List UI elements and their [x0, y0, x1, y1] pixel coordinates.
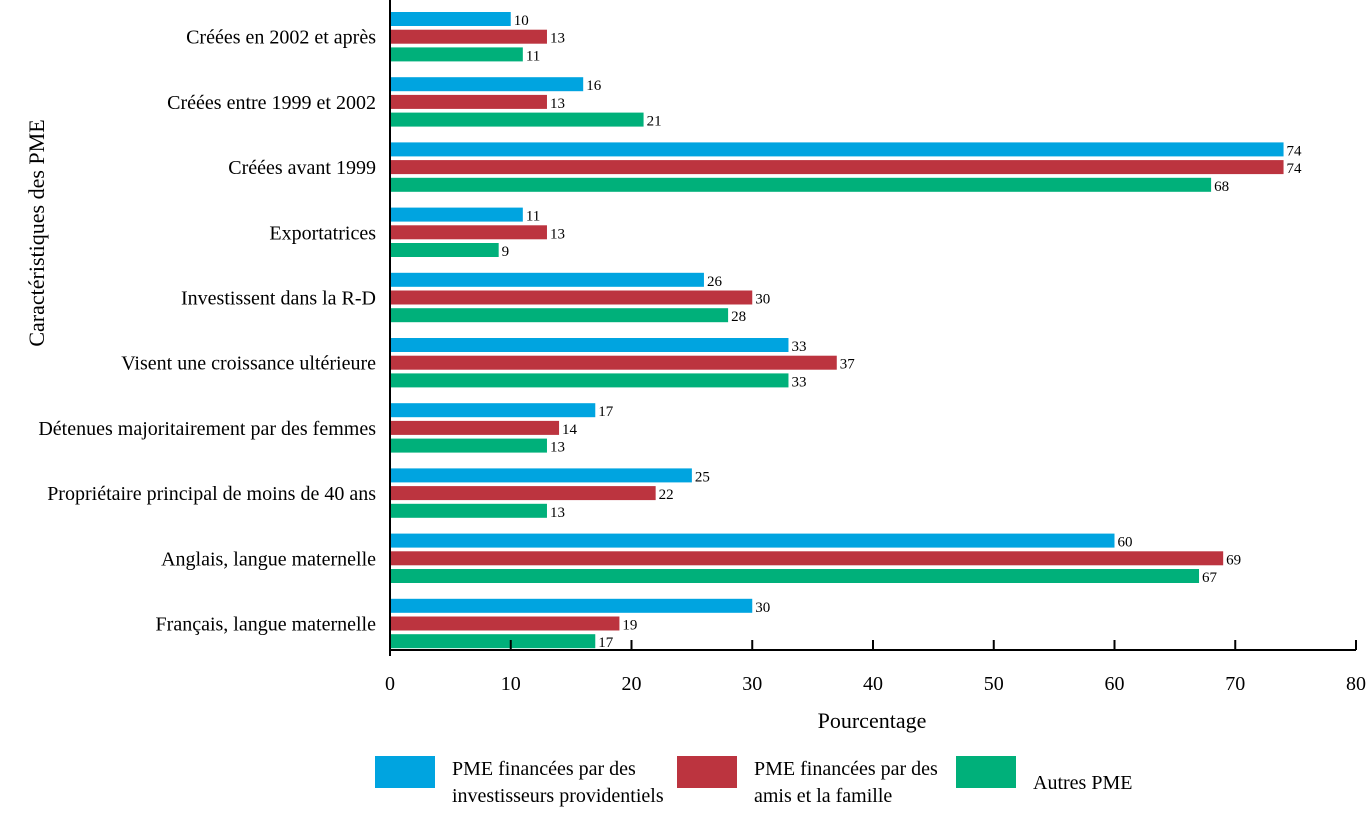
data-label: 16	[586, 78, 602, 94]
bar	[390, 403, 596, 418]
legend-item-investisseurs: PME financées par des investisseurs prov…	[375, 756, 664, 810]
x-axis-title: Pourcentage	[818, 708, 927, 733]
data-label: 30	[755, 600, 770, 616]
bar	[390, 373, 789, 388]
data-label: 67	[1202, 570, 1218, 586]
bar	[390, 438, 547, 453]
legend: PME financées par des investisseurs prov…	[375, 756, 1275, 824]
bar	[390, 355, 837, 370]
legend-item-amis-famille: PME financées par des amis et la famille	[677, 756, 938, 810]
value-labels-group: 10 13 11 16 13 21 74 74 68 11 13 9 26 30 28 33 37 33 17 14 1…	[502, 13, 1302, 651]
data-label: 74	[1287, 161, 1303, 177]
bar	[390, 616, 620, 631]
data-label: 9	[502, 244, 510, 260]
category-label: Investissent dans la R-D	[181, 288, 376, 310]
bar	[390, 77, 584, 92]
data-label: 26	[707, 274, 723, 290]
data-label: 22	[659, 487, 674, 503]
bars-group	[390, 12, 1284, 649]
bar	[390, 142, 1284, 157]
y-axis-title: Caractéristiques des PME	[24, 119, 49, 346]
bar	[390, 29, 547, 44]
legend-swatch-red	[677, 756, 737, 788]
data-label: 19	[622, 618, 637, 634]
data-label: 60	[1118, 535, 1133, 551]
data-label: 37	[840, 357, 856, 373]
data-label: 11	[526, 209, 540, 225]
legend-swatch-green	[956, 756, 1016, 788]
category-label: Exportatrices	[269, 222, 376, 244]
bar	[390, 503, 547, 518]
bar	[390, 47, 523, 62]
x-tick-label: 50	[984, 673, 1004, 695]
bar	[390, 177, 1212, 192]
bar	[390, 290, 753, 305]
bar	[390, 634, 596, 649]
data-label: 69	[1226, 552, 1241, 568]
bar	[390, 207, 523, 222]
bar	[390, 486, 656, 501]
category-label: Créées avant 1999	[228, 157, 376, 179]
bar	[390, 112, 644, 127]
data-label: 33	[791, 339, 806, 355]
bar	[390, 160, 1284, 175]
x-tick-label: 40	[863, 673, 883, 695]
axes-group: 0 10 20 30 40 50 60 70 80	[385, 0, 1366, 695]
data-label: 13	[550, 226, 565, 242]
bar-chart: 10 13 11 16 13 21 74 74 68 11 13 9 26 30 28 33 37 33 17 14 1…	[24, 0, 1366, 733]
category-label: Visent une croissance ultérieure	[121, 353, 376, 375]
bar	[390, 420, 560, 435]
bar	[390, 533, 1115, 548]
bar	[390, 272, 704, 287]
bar	[390, 468, 692, 483]
x-tick-label: 30	[742, 673, 762, 695]
bar	[390, 598, 753, 613]
bar	[390, 569, 1200, 583]
data-label: 25	[695, 469, 710, 485]
data-label: 14	[562, 422, 578, 438]
data-label: 10	[514, 13, 529, 29]
legend-label: PME financées par des amis et la famille	[754, 758, 938, 807]
category-label: Créées entre 1999 et 2002	[167, 92, 376, 114]
data-label: 74	[1287, 143, 1303, 159]
data-label: 33	[791, 374, 806, 390]
x-tick-label: 70	[1225, 673, 1245, 695]
bar	[390, 243, 499, 257]
data-label: 30	[755, 292, 770, 308]
bar	[390, 12, 511, 26]
category-label: Français, langue maternelle	[156, 614, 377, 636]
data-label: 28	[731, 309, 746, 325]
bar	[390, 94, 547, 109]
bar	[390, 308, 729, 323]
category-label: Propriétaire principal de moins de 40 an…	[47, 483, 376, 505]
x-tick-label: 10	[501, 673, 521, 695]
data-label: 17	[598, 635, 614, 651]
x-tick-label: 0	[385, 673, 395, 695]
bar	[390, 551, 1224, 566]
category-labels-group: Créées en 2002 et après Créées entre 1999…	[38, 27, 376, 636]
data-label: 13	[550, 440, 565, 456]
x-tick-label: 60	[1105, 673, 1125, 695]
data-label: 68	[1214, 179, 1229, 195]
data-label: 17	[598, 404, 614, 420]
legend-item-autres: Autres PME	[956, 756, 1132, 797]
x-tick-label: 20	[622, 673, 642, 695]
data-label: 11	[526, 48, 540, 64]
category-label: Anglais, langue maternelle	[161, 548, 376, 570]
x-tick-label: 80	[1346, 673, 1366, 695]
data-label: 13	[550, 96, 565, 112]
bar	[390, 225, 547, 240]
legend-label: PME financées par des investisseurs prov…	[452, 758, 664, 807]
data-label: 13	[550, 505, 565, 521]
bar	[390, 338, 789, 352]
category-label: Détenues majoritairement par des femmes	[38, 418, 376, 440]
data-label: 13	[550, 31, 565, 47]
data-label: 21	[647, 114, 662, 130]
category-label: Créées en 2002 et après	[186, 27, 376, 49]
legend-swatch-blue	[375, 756, 435, 788]
legend-label: Autres PME	[1033, 772, 1133, 794]
